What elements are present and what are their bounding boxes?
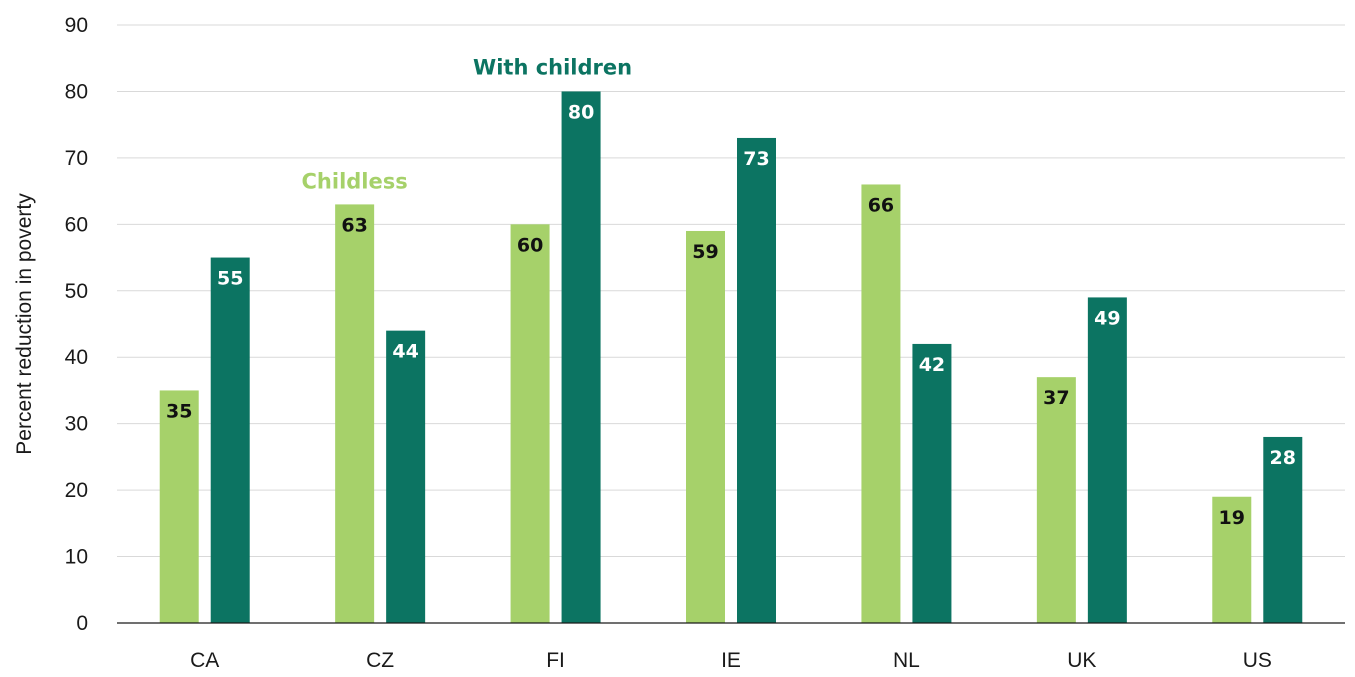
x-tick-label: UK xyxy=(1067,649,1096,672)
gridlines xyxy=(117,24,1345,558)
series-label-with-children: With children xyxy=(473,55,632,79)
bar xyxy=(210,257,250,623)
bar xyxy=(861,184,901,623)
data-label: 80 xyxy=(568,101,594,123)
bar xyxy=(912,343,952,623)
y-tick-label: 90 xyxy=(65,14,88,37)
bar xyxy=(1263,436,1303,623)
bar xyxy=(386,330,426,623)
data-label: 60 xyxy=(517,234,543,256)
x-tick-label: NL xyxy=(893,649,920,672)
y-tick-label: 30 xyxy=(65,413,88,436)
bar xyxy=(159,390,199,623)
y-tick-label: 40 xyxy=(65,346,88,369)
x-tick-label: CZ xyxy=(366,649,394,672)
bars xyxy=(159,91,1303,624)
x-tick-label: US xyxy=(1243,649,1272,672)
data-label: 35 xyxy=(166,400,192,422)
value-labels: 35 55 63 44 60 80 59 73 66 42 37 49 19 28 xyxy=(166,101,1296,528)
data-label: 63 xyxy=(341,214,367,236)
x-axis-ticks: CA CZ FI IE NL UK US xyxy=(190,649,1272,672)
series-label-childless: Childless xyxy=(302,169,408,193)
y-tick-label: 50 xyxy=(65,280,88,303)
bar xyxy=(737,137,776,623)
x-tick-label: CA xyxy=(190,649,219,672)
y-tick-label: 20 xyxy=(65,479,88,502)
data-label: 37 xyxy=(1043,387,1069,409)
y-tick-label: 10 xyxy=(65,546,88,569)
x-tick-label: FI xyxy=(546,649,565,672)
bar xyxy=(686,230,725,623)
bar xyxy=(1087,297,1127,623)
y-tick-label: 0 xyxy=(76,612,88,635)
y-tick-label: 60 xyxy=(65,213,88,236)
data-label: 59 xyxy=(692,241,718,263)
x-tick-label: IE xyxy=(721,649,741,672)
y-axis-label: Percent reduction in poverty xyxy=(13,193,36,455)
data-label: 28 xyxy=(1270,447,1296,469)
bar xyxy=(1212,496,1252,623)
y-tick-label: 70 xyxy=(65,147,88,170)
data-label: 42 xyxy=(919,354,945,376)
data-label: 44 xyxy=(392,341,418,363)
y-tick-label: 80 xyxy=(65,80,88,103)
data-label: 73 xyxy=(743,148,769,170)
data-label: 55 xyxy=(217,268,243,290)
bar xyxy=(335,204,375,623)
data-label: 66 xyxy=(868,194,894,216)
bar xyxy=(510,224,550,624)
bar xyxy=(561,91,601,623)
bar xyxy=(1036,377,1076,623)
y-axis-ticks: 0 10 20 30 40 50 60 70 80 90 xyxy=(65,14,88,635)
data-label: 19 xyxy=(1219,507,1245,529)
data-label: 49 xyxy=(1094,307,1120,329)
